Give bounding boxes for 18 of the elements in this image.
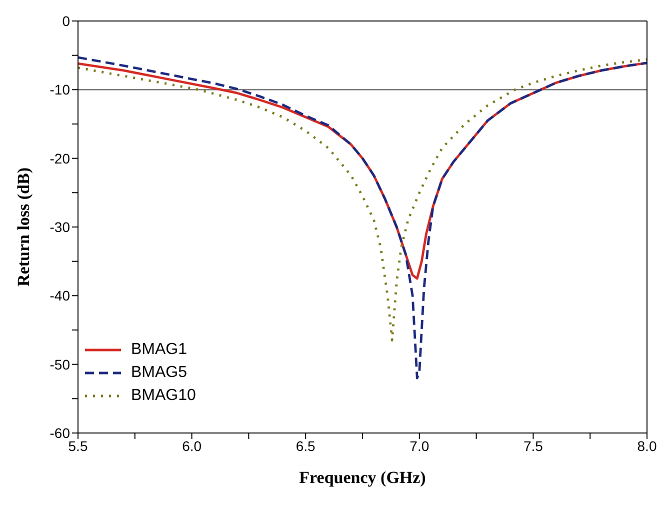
y-tick-label: -40 bbox=[50, 288, 70, 304]
x-axis-title: Frequency (GHz) bbox=[299, 468, 426, 487]
x-tick-label: 6.5 bbox=[296, 438, 316, 454]
y-tick-label: 0 bbox=[62, 12, 70, 29]
y-tick-label: -50 bbox=[50, 356, 70, 372]
legend-label: BMAG5 bbox=[131, 364, 188, 382]
x-tick-label: 7.0 bbox=[410, 438, 430, 454]
legend-label: BMAG10 bbox=[131, 386, 196, 404]
y-tick-label: -30 bbox=[50, 218, 70, 235]
x-tick-label: 8.0 bbox=[637, 438, 657, 454]
x-tick-label: 5.5 bbox=[68, 438, 88, 454]
y-tick-label: -60 bbox=[50, 424, 70, 441]
y-tick-label: -10 bbox=[50, 82, 70, 98]
x-tick-label: 6.0 bbox=[182, 438, 202, 454]
x-tick-label: 7.5 bbox=[523, 438, 544, 454]
y-axis-title: Return loss (dB) bbox=[14, 167, 34, 287]
legend-label: BMAG1 bbox=[131, 340, 188, 358]
y-tick-label: -20 bbox=[50, 150, 70, 166]
